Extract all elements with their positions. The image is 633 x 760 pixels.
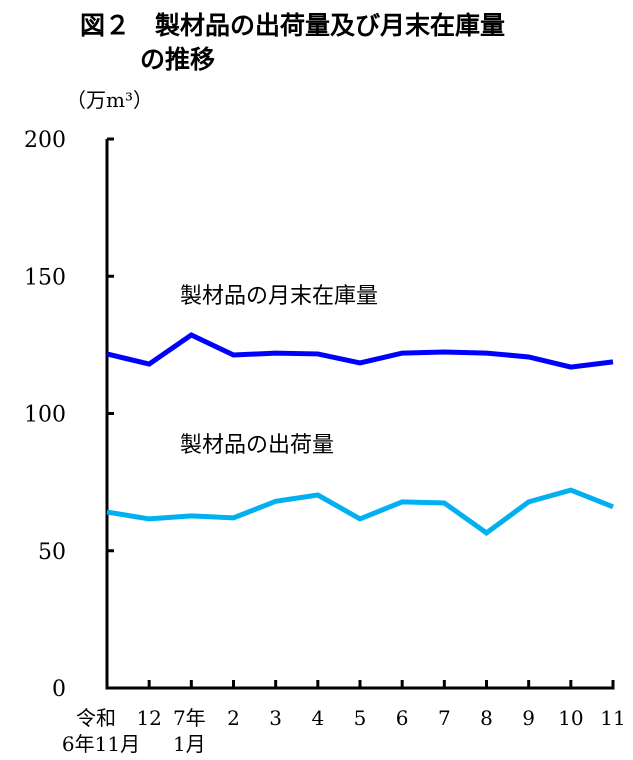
x-tick-label: 8 xyxy=(480,706,493,730)
x-tick-label: 6 xyxy=(396,706,409,730)
x-tick-label: 5 xyxy=(354,706,367,730)
series-label-2: 製材品の出荷量 xyxy=(180,433,334,458)
x-tick-sublabel: 1月 xyxy=(173,732,206,756)
series-line-1 xyxy=(106,332,614,370)
x-tick-label: 7年 xyxy=(173,706,206,730)
y-tick-label: 100 xyxy=(24,403,66,428)
x-tick-label: 11 xyxy=(600,706,625,730)
x-tick-label: 令和 xyxy=(76,706,116,730)
y-axis-unit: （万m³） xyxy=(66,88,153,112)
chart-title-line2: の推移 xyxy=(140,45,216,74)
chart-title-line1: 図２ 製材品の出荷量及び月末在庫量 xyxy=(80,11,506,40)
x-tick-label: 9 xyxy=(522,706,535,730)
y-tick-label: 50 xyxy=(38,540,66,565)
series-line-2 xyxy=(106,487,614,536)
y-tick-label: 200 xyxy=(24,128,66,153)
x-tick-label: 3 xyxy=(269,706,282,730)
y-tick-label: 0 xyxy=(52,677,66,702)
x-tick-label: 2 xyxy=(227,706,240,730)
y-tick-label: 150 xyxy=(24,265,66,290)
series-label-1: 製材品の月末在庫量 xyxy=(180,284,378,309)
x-tick-label: 12 xyxy=(136,706,161,730)
x-tick-label: 4 xyxy=(311,706,324,730)
x-tick-label: 10 xyxy=(558,706,583,730)
x-tick-sublabel: 6年11月 xyxy=(62,732,140,756)
x-tick-label: 7 xyxy=(438,706,451,730)
